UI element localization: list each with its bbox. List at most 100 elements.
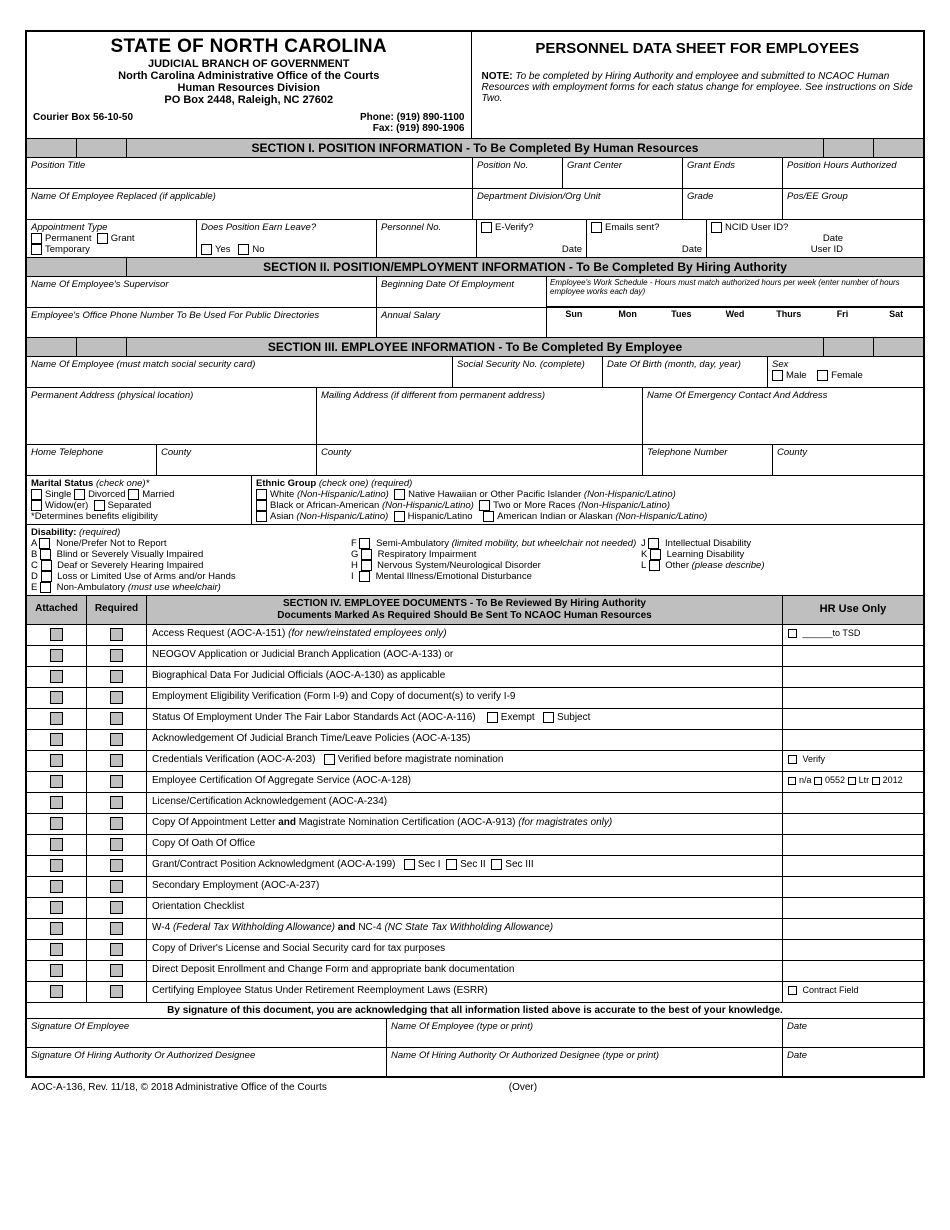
hispanic-checkbox[interactable] [394, 511, 405, 522]
asian-checkbox[interactable] [256, 511, 267, 522]
position-hours-field[interactable]: Position Hours Authorized [783, 158, 923, 188]
employee-replaced-field[interactable]: Name Of Employee Replaced (if applicable… [27, 189, 473, 219]
d3-required-checkbox[interactable] [110, 670, 123, 683]
begin-date-field[interactable]: Beginning Date Of Employment [377, 277, 547, 307]
emp-signature[interactable]: Signature Of Employee [27, 1019, 387, 1047]
d7-required-checkbox[interactable] [110, 754, 123, 767]
auth-name-print[interactable]: Name Of Hiring Authority Or Authorized D… [387, 1048, 783, 1076]
d13-attached-checkbox[interactable] [50, 880, 63, 893]
posee-field[interactable]: Pos/EE Group [783, 189, 923, 219]
dis-k-checkbox[interactable] [650, 549, 661, 560]
divorced-checkbox[interactable] [74, 489, 85, 500]
grant-ends-field[interactable]: Grant Ends [683, 158, 783, 188]
county3-field[interactable]: County [773, 445, 923, 475]
auth-signature[interactable]: Signature Of Hiring Authority Or Authori… [27, 1048, 387, 1076]
grant-center-field[interactable]: Grant Center [563, 158, 683, 188]
supervisor-field[interactable]: Name Of Employee's Supervisor [27, 277, 377, 307]
d4-required-checkbox[interactable] [110, 691, 123, 704]
d14-required-checkbox[interactable] [110, 901, 123, 914]
d15-required-checkbox[interactable] [110, 922, 123, 935]
d6-attached-checkbox[interactable] [50, 733, 63, 746]
office-phone-field[interactable]: Employee's Office Phone Number To Be Use… [27, 307, 377, 337]
tel-no-field[interactable]: Telephone Number [643, 445, 773, 475]
d17-attached-checkbox[interactable] [50, 964, 63, 977]
dis-b-checkbox[interactable] [40, 549, 51, 560]
d11-attached-checkbox[interactable] [50, 838, 63, 851]
d2-attached-checkbox[interactable] [50, 649, 63, 662]
single-checkbox[interactable] [31, 489, 42, 500]
d12-required-checkbox[interactable] [110, 859, 123, 872]
sec3-checkbox[interactable] [491, 859, 502, 870]
separated-checkbox[interactable] [94, 500, 105, 511]
d10-required-checkbox[interactable] [110, 817, 123, 830]
emp-name-print[interactable]: Name Of Employee (type or print) [387, 1019, 783, 1047]
d14-attached-checkbox[interactable] [50, 901, 63, 914]
male-checkbox[interactable] [772, 370, 783, 381]
emp-sig-date[interactable]: Date [783, 1019, 923, 1047]
dis-i-checkbox[interactable] [359, 571, 370, 582]
d9-required-checkbox[interactable] [110, 796, 123, 809]
emails-checkbox[interactable] [591, 222, 602, 233]
auth-sig-date[interactable]: Date [783, 1048, 923, 1076]
ssn-field[interactable]: Social Security No. (complete) [453, 357, 603, 387]
d8-required-checkbox[interactable] [110, 775, 123, 788]
dis-l-checkbox[interactable] [649, 560, 660, 571]
subject-checkbox[interactable] [543, 712, 554, 723]
dis-e-checkbox[interactable] [40, 582, 51, 593]
grant-checkbox[interactable] [97, 233, 108, 244]
exempt-checkbox[interactable] [487, 712, 498, 723]
grade-field[interactable]: Grade [683, 189, 783, 219]
verified-checkbox[interactable] [324, 754, 335, 765]
d11-required-checkbox[interactable] [110, 838, 123, 851]
d17-required-checkbox[interactable] [110, 964, 123, 977]
dob-field[interactable]: Date Of Birth (month, day, year) [603, 357, 768, 387]
dis-c-checkbox[interactable] [41, 560, 52, 571]
position-title-field[interactable]: Position Title [27, 158, 473, 188]
d10-attached-checkbox[interactable] [50, 817, 63, 830]
d6-required-checkbox[interactable] [110, 733, 123, 746]
dis-d-checkbox[interactable] [41, 571, 52, 582]
dis-f-checkbox[interactable] [359, 538, 370, 549]
sec2-checkbox[interactable] [446, 859, 457, 870]
d4-attached-checkbox[interactable] [50, 691, 63, 704]
dis-a-checkbox[interactable] [39, 538, 50, 549]
perm-addr-field[interactable]: Permanent Address (physical location) [27, 388, 317, 444]
d8-attached-checkbox[interactable] [50, 775, 63, 788]
employee-name-field[interactable]: Name Of Employee (must match social secu… [27, 357, 453, 387]
leave-no-checkbox[interactable] [238, 244, 249, 255]
county1-field[interactable]: County [157, 445, 317, 475]
d13-required-checkbox[interactable] [110, 880, 123, 893]
temporary-checkbox[interactable] [31, 244, 42, 255]
position-no-field[interactable]: Position No. [473, 158, 563, 188]
d15-attached-checkbox[interactable] [50, 922, 63, 935]
white-checkbox[interactable] [256, 489, 267, 500]
annual-salary-field[interactable]: Annual Salary [377, 307, 547, 337]
mail-addr-field[interactable]: Mailing Address (if different from perma… [317, 388, 643, 444]
female-checkbox[interactable] [817, 370, 828, 381]
personnel-no-field[interactable]: Personnel No. [377, 220, 477, 257]
ncid-checkbox[interactable] [711, 222, 722, 233]
twomore-checkbox[interactable] [479, 500, 490, 511]
d3-attached-checkbox[interactable] [50, 670, 63, 683]
permanent-checkbox[interactable] [31, 233, 42, 244]
dis-g-checkbox[interactable] [361, 549, 372, 560]
dis-h-checkbox[interactable] [361, 560, 372, 571]
d16-attached-checkbox[interactable] [50, 943, 63, 956]
d1-attached-checkbox[interactable] [50, 628, 63, 641]
d5-attached-checkbox[interactable] [50, 712, 63, 725]
d7-attached-checkbox[interactable] [50, 754, 63, 767]
black-checkbox[interactable] [256, 500, 267, 511]
d2-required-checkbox[interactable] [110, 649, 123, 662]
sec1-checkbox[interactable] [404, 859, 415, 870]
emergency-contact-field[interactable]: Name Of Emergency Contact And Address [643, 388, 923, 444]
leave-yes-checkbox[interactable] [201, 244, 212, 255]
amind-checkbox[interactable] [483, 511, 494, 522]
home-tel-field[interactable]: Home Telephone [27, 445, 157, 475]
widower-checkbox[interactable] [31, 500, 42, 511]
county2-field[interactable]: County [317, 445, 643, 475]
d18-attached-checkbox[interactable] [50, 985, 63, 998]
d9-attached-checkbox[interactable] [50, 796, 63, 809]
d12-attached-checkbox[interactable] [50, 859, 63, 872]
d18-required-checkbox[interactable] [110, 985, 123, 998]
dept-field[interactable]: Department Division/Org Unit [473, 189, 683, 219]
